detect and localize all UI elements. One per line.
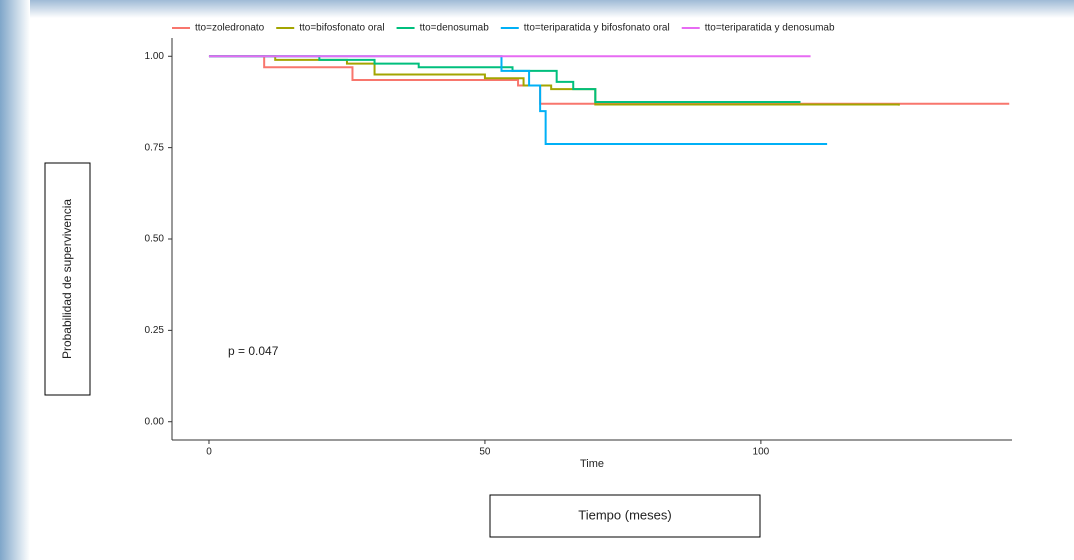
annotation: p = 0.047	[228, 344, 279, 358]
x-label-box	[489, 494, 761, 538]
x-tick-label: 0	[206, 447, 212, 458]
x-axis-title: Time	[580, 458, 604, 470]
background-band	[0, 0, 1074, 18]
legend-label: tto=bifosfonato oral	[299, 23, 384, 34]
legend-label: tto=denosumab	[420, 23, 490, 34]
x-tick-label: 50	[479, 447, 491, 458]
x-label-box-text: Tiempo (meses)	[578, 507, 671, 522]
x-tick-label: 100	[753, 447, 770, 458]
background-band	[0, 0, 30, 560]
y-tick-label: 0.50	[145, 234, 165, 245]
survival-curve	[208, 55, 828, 145]
legend-label: tto=teriparatida y denosumab	[705, 23, 835, 34]
y-tick-label: 1.00	[145, 51, 165, 62]
y-tick-label: 0.25	[145, 325, 165, 336]
y-tick-label: 0.75	[145, 142, 165, 153]
legend-label: tto=zoledronato	[195, 23, 265, 34]
y-tick-label: 0.00	[145, 416, 165, 427]
y-label-box	[44, 162, 91, 396]
legend-label: tto=teriparatida y bifosfonato oral	[524, 23, 670, 34]
y-axis-title: Probabilidad de supervivencia	[60, 199, 74, 359]
